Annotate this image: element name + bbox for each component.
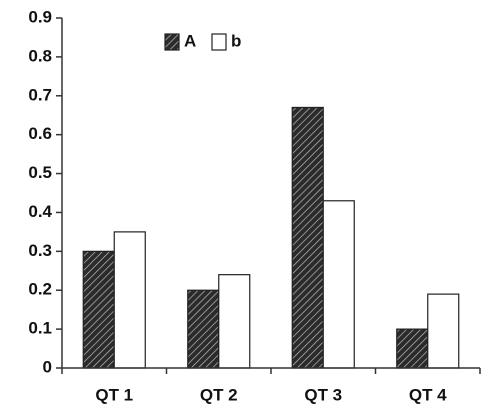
y-tick-label: 0.4	[28, 202, 52, 221]
y-tick-label: 0.1	[28, 319, 52, 338]
y-tick-label: 0.6	[28, 124, 52, 143]
x-tick-label: QT 3	[304, 385, 342, 404]
y-tick-label: 0.9	[28, 7, 52, 26]
x-tick-label: QT 2	[200, 385, 238, 404]
y-tick-label: 0.8	[28, 46, 52, 65]
bar[interactable]	[218, 274, 251, 369]
bar[interactable]	[427, 293, 460, 369]
bar[interactable]	[396, 328, 429, 369]
legend-swatch	[211, 33, 227, 51]
y-tick-label: 0.5	[28, 163, 52, 182]
bar[interactable]	[187, 289, 220, 369]
y-tick-label: 0.2	[28, 280, 52, 299]
x-tick-label: QT 1	[95, 385, 133, 404]
y-tick-label: 0	[43, 357, 52, 376]
legend-label: b	[231, 31, 241, 50]
legend-swatch	[164, 33, 180, 51]
bar[interactable]	[291, 106, 324, 369]
y-tick-label: 0.7	[28, 85, 52, 104]
bar[interactable]	[82, 250, 115, 369]
bar[interactable]	[113, 231, 146, 369]
y-tick-label: 0.3	[28, 241, 52, 260]
x-tick-label: QT 4	[409, 385, 447, 404]
bar[interactable]	[322, 200, 355, 369]
legend-label: A	[184, 31, 196, 50]
